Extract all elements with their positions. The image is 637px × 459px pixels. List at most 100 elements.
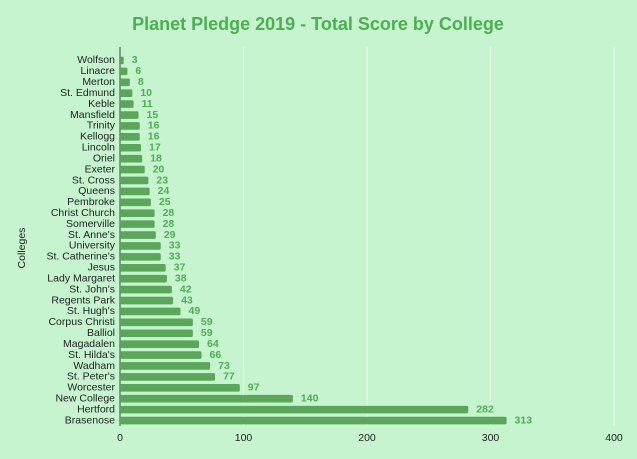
y-axis-title: Colleges xyxy=(16,228,28,269)
bar xyxy=(120,100,134,108)
value-label: 42 xyxy=(180,283,192,295)
value-label: 24 xyxy=(158,185,170,197)
y-tick-label: Lady Margaret xyxy=(47,272,115,284)
y-tick-label: University xyxy=(69,240,116,252)
value-label: 97 xyxy=(248,382,260,394)
value-label: 33 xyxy=(169,251,181,263)
value-label: 49 xyxy=(189,305,201,317)
value-label: 37 xyxy=(174,262,186,274)
y-tick-label: Magadalen xyxy=(63,338,115,350)
bar xyxy=(120,133,140,141)
y-tick-label: St. Anne's xyxy=(68,229,115,241)
bar xyxy=(120,274,167,283)
bar xyxy=(120,198,151,207)
y-tick-label: Oriel xyxy=(93,152,115,164)
y-tick-label: Mansfield xyxy=(70,109,115,121)
y-tick-label: Merton xyxy=(82,76,115,88)
y-tick-label: Keble xyxy=(88,98,115,110)
y-tick-label: Wadham xyxy=(73,360,115,372)
y-tick-label: St. Edmund xyxy=(60,87,115,99)
y-tick-label: Exeter xyxy=(85,163,116,175)
value-label: 17 xyxy=(149,142,161,154)
y-tick-label: Queens xyxy=(78,185,115,197)
bar xyxy=(120,318,193,327)
x-tick-label: 400 xyxy=(605,432,623,444)
bar xyxy=(120,373,216,381)
y-tick-label: Kellogg xyxy=(80,131,115,143)
y-tick-label: Lincoln xyxy=(82,142,115,154)
bar xyxy=(120,231,156,239)
value-label: 18 xyxy=(150,152,162,164)
y-tick-label: Christ Church xyxy=(51,207,115,219)
value-label: 77 xyxy=(223,371,235,383)
y-tick-label: Linacre xyxy=(81,65,116,77)
bar xyxy=(120,209,155,218)
value-label: 282 xyxy=(476,403,494,415)
y-tick-label: Regents Park xyxy=(51,294,115,306)
bar xyxy=(120,307,181,316)
value-label: 140 xyxy=(301,393,319,405)
value-label: 23 xyxy=(156,174,168,186)
value-label: 28 xyxy=(163,218,175,230)
y-tick-label: St. Hilda's xyxy=(68,349,115,361)
bar xyxy=(120,78,130,87)
y-tick-label: St. Catherine's xyxy=(46,251,115,263)
value-label: 11 xyxy=(142,98,153,110)
value-label: 59 xyxy=(201,327,213,339)
value-label: 29 xyxy=(164,229,176,241)
y-tick-label: Balliol xyxy=(87,327,115,339)
x-tick-label: 0 xyxy=(117,432,123,444)
value-label: 16 xyxy=(148,120,160,132)
bar xyxy=(120,296,174,305)
bar xyxy=(120,122,140,130)
chart-title: Planet Pledge 2019 - Total Score by Coll… xyxy=(132,14,504,34)
value-label: 10 xyxy=(140,87,152,99)
bar xyxy=(120,329,193,338)
bar xyxy=(120,143,141,152)
value-label: 28 xyxy=(163,207,175,219)
bar xyxy=(120,111,139,119)
value-label: 8 xyxy=(138,76,144,88)
value-label: 3 xyxy=(132,54,138,66)
value-label: 25 xyxy=(159,196,171,208)
bar xyxy=(120,176,149,185)
x-tick-label: 300 xyxy=(482,432,500,444)
value-label: 6 xyxy=(135,65,141,77)
y-tick-label: St. Peter's xyxy=(67,371,115,383)
y-tick-label: Brasenose xyxy=(65,414,115,426)
bar xyxy=(120,351,202,359)
value-label: 33 xyxy=(169,240,181,252)
bar xyxy=(120,362,211,370)
bar xyxy=(120,242,161,250)
value-label: 73 xyxy=(218,360,230,372)
y-tick-label: Wolfson xyxy=(77,54,115,66)
value-label: 66 xyxy=(210,349,222,361)
value-label: 59 xyxy=(201,316,213,328)
value-label: 16 xyxy=(148,131,160,143)
y-tick-label: St. Cross xyxy=(72,174,115,186)
y-tick-label: New College xyxy=(55,393,115,405)
bar xyxy=(120,340,200,348)
y-tick-label: Somerville xyxy=(66,218,115,230)
y-tick-label: Pembroke xyxy=(67,196,115,208)
value-label: 64 xyxy=(207,338,219,350)
bar xyxy=(120,253,161,261)
bar xyxy=(120,56,124,65)
bar xyxy=(120,220,155,228)
y-tick-label: St. Hugh's xyxy=(67,305,115,317)
bar xyxy=(120,187,150,196)
y-tick-label: Trinity xyxy=(87,120,116,132)
value-label: 20 xyxy=(153,163,165,175)
y-tick-label: St. John's xyxy=(69,283,115,295)
y-tick-label: Jesus xyxy=(88,262,115,274)
x-tick-label: 200 xyxy=(358,432,376,444)
value-label: 313 xyxy=(515,414,533,426)
bar xyxy=(120,285,172,294)
bar xyxy=(120,165,145,174)
bar xyxy=(120,67,128,76)
x-tick-label: 100 xyxy=(235,432,253,444)
y-tick-label: Hertford xyxy=(77,403,115,415)
bar xyxy=(120,384,240,392)
bar xyxy=(120,154,143,163)
